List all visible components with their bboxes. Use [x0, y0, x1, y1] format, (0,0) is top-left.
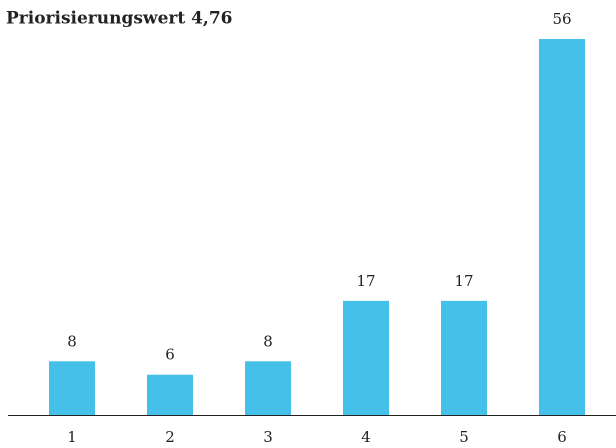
x-tick-label: 4 [361, 428, 371, 446]
value-label: 8 [67, 332, 77, 350]
chart-title: Priorisierungswert 4,76 [6, 9, 233, 29]
x-tick-label: 2 [165, 428, 175, 446]
value-label: 56 [552, 10, 571, 28]
x-tick-label: 1 [67, 428, 77, 446]
x-tick-label: 6 [557, 428, 567, 446]
bar [245, 361, 291, 415]
value-label: 8 [263, 332, 273, 350]
bar [441, 300, 487, 415]
bar [147, 374, 193, 415]
value-label: 17 [356, 272, 375, 290]
x-tick-label: 3 [263, 428, 273, 446]
value-label: 17 [454, 272, 473, 290]
bar [343, 300, 389, 415]
value-label: 6 [165, 346, 175, 364]
x-tick-label: 5 [459, 428, 469, 446]
bar [49, 361, 95, 415]
bar [539, 39, 585, 415]
